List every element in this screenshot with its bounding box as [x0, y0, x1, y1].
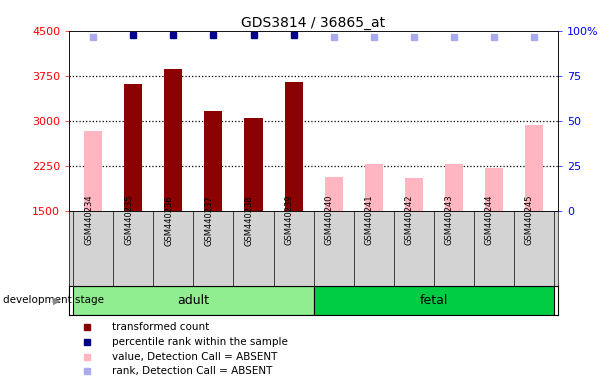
Text: value, Detection Call = ABSENT: value, Detection Call = ABSENT: [112, 351, 277, 362]
Bar: [165, 69, 183, 211]
Text: ▶: ▶: [53, 295, 60, 306]
Title: GDS3814 / 36865_at: GDS3814 / 36865_at: [241, 16, 386, 30]
Text: percentile rank within the sample: percentile rank within the sample: [112, 337, 288, 347]
Bar: [444, 164, 463, 211]
Bar: [285, 83, 303, 211]
Bar: [124, 84, 142, 211]
Bar: [485, 168, 503, 211]
Text: transformed count: transformed count: [112, 322, 209, 332]
Text: GSM440239: GSM440239: [285, 195, 294, 245]
Text: GSM440238: GSM440238: [244, 195, 253, 245]
Bar: [74, 286, 314, 315]
Text: GSM440243: GSM440243: [444, 195, 453, 245]
Text: GSM440237: GSM440237: [204, 195, 213, 245]
Bar: [84, 131, 103, 211]
Text: GSM440234: GSM440234: [84, 195, 93, 245]
Bar: [324, 177, 343, 211]
Text: fetal: fetal: [420, 294, 448, 307]
Text: GSM440240: GSM440240: [324, 195, 333, 245]
Bar: [405, 178, 423, 211]
Bar: [525, 124, 543, 211]
Text: adult: adult: [177, 294, 209, 307]
Text: rank, Detection Call = ABSENT: rank, Detection Call = ABSENT: [112, 366, 272, 376]
Text: GSM440244: GSM440244: [485, 195, 494, 245]
Bar: [244, 118, 262, 211]
Text: GSM440236: GSM440236: [165, 195, 174, 245]
Bar: [204, 111, 223, 211]
Bar: [365, 164, 383, 211]
Text: GSM440241: GSM440241: [365, 195, 374, 245]
Bar: [314, 286, 554, 315]
Text: development stage: development stage: [3, 295, 104, 306]
Text: GSM440245: GSM440245: [525, 195, 534, 245]
Text: GSM440235: GSM440235: [124, 195, 133, 245]
Text: GSM440242: GSM440242: [405, 195, 414, 245]
